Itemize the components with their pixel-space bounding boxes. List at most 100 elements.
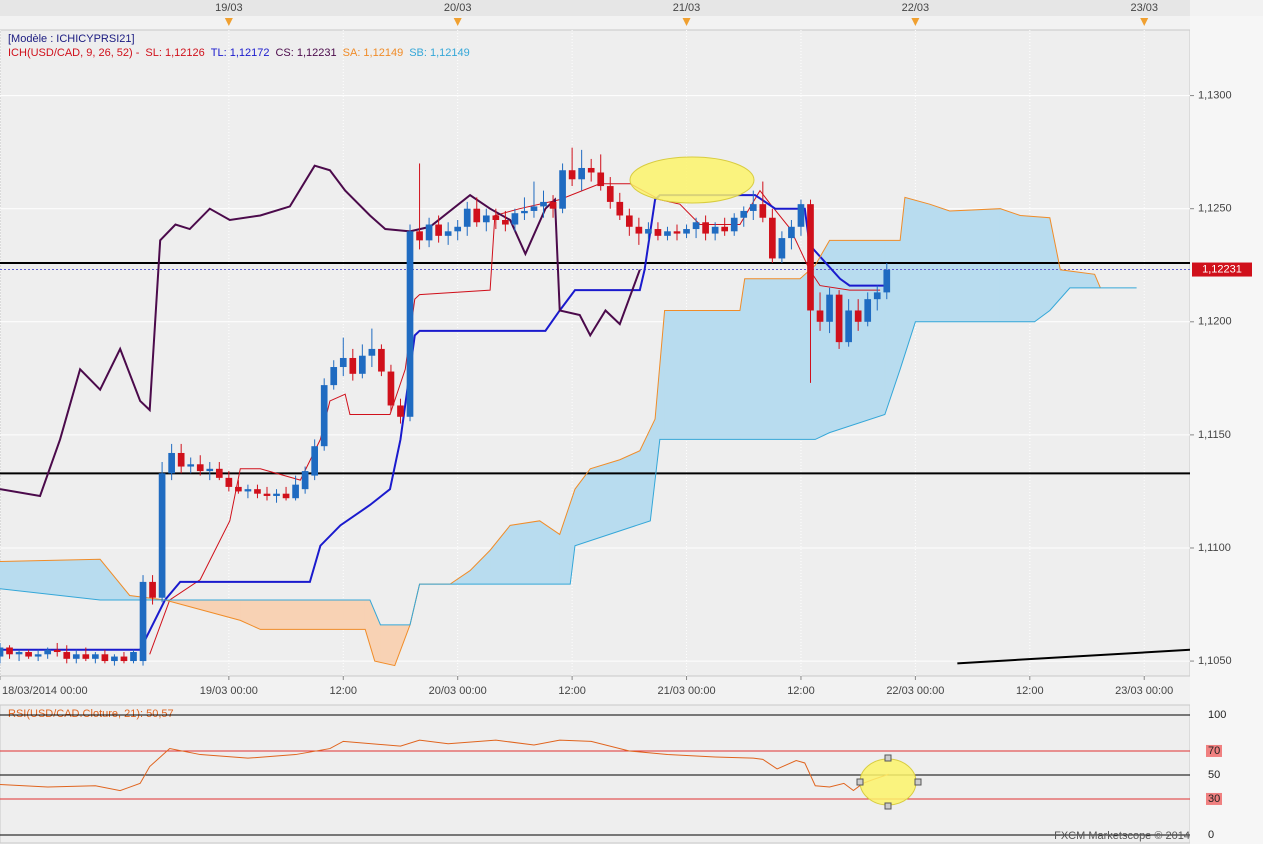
top-bar — [0, 0, 1190, 16]
candle-body — [463, 208, 471, 227]
candle-body — [139, 581, 147, 662]
candle-body — [749, 204, 757, 211]
cloud — [1020, 215, 1035, 323]
candle-body — [311, 446, 319, 476]
cloud — [589, 459, 621, 542]
candle-body — [435, 224, 442, 236]
candle-body — [578, 167, 585, 180]
y-tick-label: 1,1300 — [1198, 90, 1232, 102]
tick-box — [1206, 744, 1222, 757]
candle-body — [788, 226, 795, 239]
candle-body — [196, 464, 204, 472]
candle-body — [130, 652, 137, 662]
candle-body — [111, 656, 118, 662]
cloud — [619, 450, 641, 532]
model-label: [Modèle : ICHICYPRSI21] — [8, 33, 135, 45]
indicator-label: ICH(USD/CAD, 9, 26, 52) - — [8, 47, 140, 59]
rsi-line — [0, 739, 889, 792]
handle — [914, 778, 922, 786]
handle — [856, 778, 864, 786]
last-price-label: 1,12231 — [1202, 263, 1242, 275]
y-tick-label: 1,1200 — [1198, 316, 1232, 328]
candle-body — [540, 201, 547, 207]
legend-row: ICH(USD/CAD, 9, 26, 52) - SL: 1,12126 TL: … — [8, 46, 482, 60]
candle-body — [387, 371, 395, 406]
y-tick-label: 1,1250 — [1198, 203, 1232, 215]
top-tick — [682, 18, 691, 26]
candle-body — [845, 310, 852, 343]
candle-body — [835, 294, 843, 343]
top-tick — [224, 18, 233, 26]
candle-body — [597, 172, 605, 187]
candle-body — [273, 493, 280, 496]
candle-body — [63, 652, 71, 659]
candle-body — [502, 220, 509, 225]
candle-body — [120, 656, 128, 662]
y-tick-label: 1,1100 — [1198, 542, 1231, 554]
top-tick-label: 20/03 — [444, 2, 472, 14]
candle-body — [425, 224, 433, 241]
candle-body — [416, 231, 423, 241]
x-tick-label: 23/03 00:00 — [1115, 685, 1173, 697]
top-tick-label: 19/03 — [215, 2, 243, 14]
candle-body — [349, 357, 357, 374]
candle-body — [625, 215, 633, 227]
legend-entry: SL: 1,12126 — [145, 47, 205, 59]
candle-body — [702, 222, 709, 234]
candle-body — [368, 348, 376, 356]
candle-body — [359, 355, 366, 374]
watermark: FXCM Marketscope © 2014 — [1054, 830, 1190, 842]
y-tick-label: 1,1050 — [1198, 655, 1232, 667]
candle-body — [406, 231, 414, 417]
candle-body — [320, 385, 328, 447]
cloud — [744, 278, 801, 440]
candle-body — [72, 654, 80, 659]
cloud — [380, 624, 396, 666]
candle-body — [0, 647, 4, 657]
x-tick-label: 18/03/2014 00:00 — [2, 685, 88, 697]
top-tick — [453, 18, 462, 26]
legend-entry: SA: 1,12149 — [342, 47, 404, 59]
candle-body — [606, 186, 614, 202]
candle-body — [664, 231, 671, 236]
candle-body — [616, 201, 624, 216]
candle-body — [454, 226, 462, 232]
candle-body — [473, 208, 481, 223]
candle-body — [873, 292, 881, 300]
candle-body — [101, 654, 109, 662]
x-tick-label: 12:00 — [787, 685, 815, 697]
x-tick-label: 12:00 — [558, 685, 586, 697]
candle-body — [740, 210, 748, 218]
candle-body — [187, 464, 195, 467]
candle-body — [635, 226, 643, 234]
candle-body — [397, 405, 404, 417]
candle-body — [568, 170, 576, 180]
cloud — [949, 208, 1001, 323]
candle-body — [521, 210, 528, 214]
candle-body — [25, 652, 32, 657]
legend-entry: CS: 1,12231 — [275, 47, 337, 59]
candle-body — [492, 215, 500, 220]
main-panel — [0, 29, 1191, 677]
candle-body — [301, 471, 309, 490]
candle-body — [244, 489, 252, 492]
candle-body — [235, 486, 242, 492]
handle — [884, 802, 892, 810]
rsi-panel — [0, 704, 1191, 844]
candle-body — [339, 357, 347, 368]
candle-body — [92, 654, 99, 659]
candle-body — [721, 226, 729, 232]
right-axis — [1190, 16, 1263, 844]
legend: [Modèle : ICHICYPRSI21] ICH(USD/CAD, 9, … — [8, 32, 482, 60]
candle-body — [883, 269, 891, 293]
candle-body — [778, 238, 786, 259]
candle-body — [215, 468, 223, 478]
candle-body — [511, 213, 519, 225]
tick-box — [1206, 792, 1222, 805]
cloud — [260, 599, 366, 630]
candle-body — [378, 348, 385, 372]
candle-body — [759, 204, 767, 218]
